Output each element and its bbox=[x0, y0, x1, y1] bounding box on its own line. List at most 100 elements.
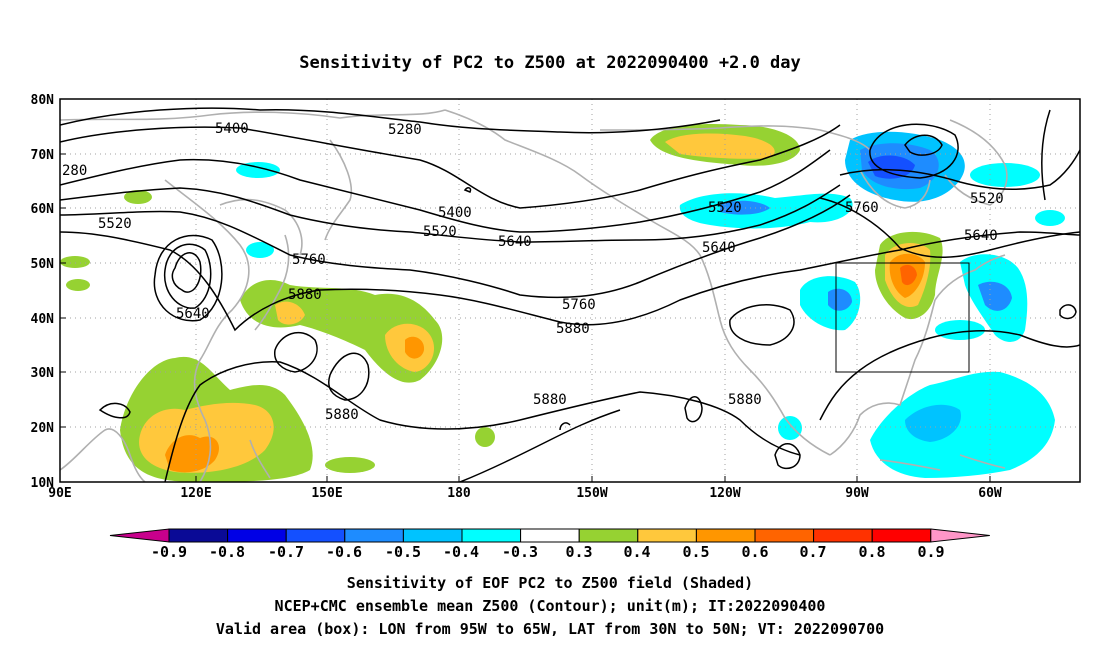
contour-5520-east bbox=[839, 149, 1080, 191]
positive-shading-blob bbox=[60, 256, 90, 268]
contour-5640-east bbox=[819, 197, 1080, 258]
colorbar-cell bbox=[520, 528, 580, 543]
contour-label: 5640 bbox=[498, 234, 532, 250]
lon-label: 150E bbox=[311, 486, 342, 501]
colorbar-cell bbox=[285, 528, 346, 543]
coastline-greenland bbox=[944, 119, 1008, 206]
negative-shading-midwest-core bbox=[828, 288, 852, 311]
coastline-north-america-west bbox=[699, 254, 831, 456]
negative-shading-blob bbox=[1035, 210, 1065, 226]
negative-shading-blob bbox=[778, 416, 802, 440]
negative-shading-blob bbox=[236, 162, 280, 178]
coastlines bbox=[60, 109, 1008, 482]
coastline-asia bbox=[60, 109, 446, 121]
lat-label: 40N bbox=[31, 312, 55, 327]
colorbar-cell bbox=[227, 528, 287, 543]
colorbar-label: -0.4 bbox=[443, 543, 479, 561]
coastline-hudson bbox=[859, 169, 931, 209]
positive-shading-greatlakes-max bbox=[900, 264, 917, 286]
colorbar-label: -0.8 bbox=[209, 543, 245, 561]
colorbar-cell bbox=[168, 528, 229, 543]
contour-trough-east bbox=[819, 329, 1080, 421]
colorbar-label: -0.5 bbox=[385, 543, 421, 561]
contour-atlantic-ridge bbox=[1040, 109, 1077, 320]
contour-label: 5880 bbox=[325, 407, 359, 423]
colorbar-label: 0.8 bbox=[858, 543, 885, 561]
negative-shading-blob bbox=[246, 242, 274, 258]
coastline-bering bbox=[444, 109, 701, 256]
colorbar-label: -0.7 bbox=[268, 543, 304, 561]
colorbar-cell bbox=[578, 528, 639, 543]
contour-label: 5400 bbox=[438, 205, 472, 221]
colorbar-cell bbox=[695, 528, 756, 543]
contour-small-cell bbox=[463, 187, 472, 193]
contour-label: 280 bbox=[62, 163, 87, 179]
contour-label: 5640 bbox=[964, 228, 998, 244]
lon-label: 120W bbox=[709, 486, 740, 501]
contour-labels: 5400 5280 280 5400 5520 5640 5520 5640 5… bbox=[62, 121, 1004, 423]
coastline-kamchatka bbox=[324, 139, 353, 241]
colorbar-cell bbox=[461, 528, 522, 543]
contour-low-asia-2 bbox=[163, 243, 212, 309]
negative-shading-blob bbox=[935, 320, 985, 340]
lat-label: 60N bbox=[31, 202, 55, 217]
coastline-japan bbox=[254, 234, 290, 331]
caption-valid-area: Valid area (box): LON from 95W to 65W, L… bbox=[216, 620, 884, 638]
contour-high-midpacific bbox=[328, 352, 370, 401]
contour-5400 bbox=[60, 124, 841, 209]
colorbar-end-max bbox=[930, 528, 990, 543]
positive-shading-japan-core bbox=[275, 301, 305, 325]
contour-label: 5520 bbox=[970, 191, 1004, 207]
z500-contours bbox=[60, 107, 1080, 482]
contour-high-eastpac bbox=[684, 396, 703, 423]
contour-5640-west bbox=[60, 184, 841, 243]
latitude-labels: 80N 70N 60N 50N 40N 30N 20N 10N bbox=[31, 93, 55, 491]
colorbar-label: -0.9 bbox=[151, 543, 187, 561]
contour-high-pacific bbox=[274, 331, 318, 373]
contour-label: 5280 bbox=[388, 122, 422, 138]
lon-label: 120E bbox=[180, 486, 211, 501]
coastline-sea-of-okhotsk bbox=[219, 198, 303, 256]
positive-shading-blob bbox=[475, 427, 495, 447]
lon-label: 60W bbox=[978, 486, 1002, 501]
contour-low-asia bbox=[171, 252, 202, 293]
contour-label: 5880 bbox=[728, 392, 762, 408]
shading-layer bbox=[60, 123, 1065, 482]
coastline-philippines bbox=[249, 439, 271, 479]
lat-label: 80N bbox=[31, 93, 55, 108]
lat-label: 20N bbox=[31, 421, 55, 436]
negative-shading-hudson-core bbox=[868, 155, 915, 179]
colorbar-label: 0.9 bbox=[917, 543, 944, 561]
map-title: Sensitivity of PC2 to Z500 at 2022090400… bbox=[299, 53, 801, 73]
coastline-east-asia bbox=[164, 179, 250, 482]
colorbar-end-min bbox=[109, 528, 170, 543]
lon-label: 180 bbox=[447, 486, 471, 501]
contour-label: 5760 bbox=[292, 252, 326, 268]
contour-high-mexico bbox=[774, 443, 801, 470]
contour-label: 5520 bbox=[98, 216, 132, 232]
negative-shading-blob bbox=[970, 163, 1040, 187]
contour-5880-tropics bbox=[459, 409, 621, 482]
lat-label: 70N bbox=[31, 148, 55, 163]
colorbar-cells bbox=[109, 528, 990, 543]
colorbar-label: 0.3 bbox=[565, 543, 592, 561]
lon-label: 90E bbox=[48, 486, 71, 501]
contour-label: 5520 bbox=[708, 200, 742, 216]
caption-shading: Sensitivity of EOF PC2 to Z500 field (Sh… bbox=[347, 574, 753, 592]
colorbar-label: -0.3 bbox=[502, 543, 538, 561]
positive-shading-asia-inner bbox=[165, 435, 220, 473]
colorbar-labels: -0.9 -0.8 -0.7 -0.6 -0.5 -0.4 -0.3 0.3 0… bbox=[151, 543, 945, 561]
positive-shading-blob bbox=[325, 457, 375, 473]
contour-label: 5760 bbox=[845, 200, 879, 216]
contour-5520-west bbox=[60, 149, 831, 233]
contour-label: 5640 bbox=[702, 240, 736, 256]
contour-low-greenland bbox=[904, 134, 943, 156]
map-content: 5400 5280 280 5400 5520 5640 5520 5640 5… bbox=[60, 99, 1080, 482]
contour-label: 5520 bbox=[423, 224, 457, 240]
colorbar-cell bbox=[754, 528, 815, 543]
contour-label: 5760 bbox=[562, 297, 596, 313]
caption-contour: NCEP+CMC ensemble mean Z500 (Contour); u… bbox=[275, 597, 826, 615]
contour-label: 5880 bbox=[288, 287, 322, 303]
lon-label: 150W bbox=[576, 486, 607, 501]
negative-shading-subtropics bbox=[870, 371, 1055, 478]
